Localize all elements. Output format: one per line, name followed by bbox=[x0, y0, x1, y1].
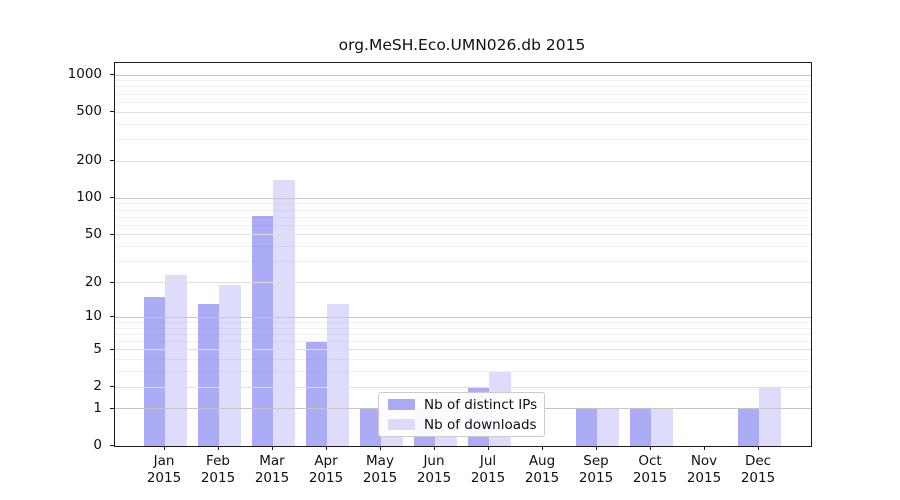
x-axis-tick bbox=[218, 446, 219, 450]
major-gridline bbox=[115, 282, 811, 283]
x-axis-tick-label: Jan 2015 bbox=[146, 453, 182, 486]
x-axis-tick bbox=[704, 446, 705, 450]
bar-distinct-ips bbox=[305, 341, 327, 446]
minor-gridline bbox=[115, 139, 811, 141]
x-axis-tick-label: Nov 2015 bbox=[686, 453, 722, 486]
x-axis-tick bbox=[596, 446, 597, 450]
minor-gridline bbox=[115, 246, 811, 248]
bar-distinct-ips bbox=[143, 297, 165, 446]
major-gridline bbox=[115, 386, 811, 388]
y-axis-tick bbox=[110, 160, 114, 162]
y-axis-tick bbox=[110, 316, 114, 318]
bar-distinct-ips bbox=[629, 408, 651, 446]
legend-swatch-distinct-ips bbox=[388, 399, 415, 410]
plot-area bbox=[114, 62, 812, 447]
y-axis-tick bbox=[110, 407, 114, 409]
x-axis-tick-label: Jul 2015 bbox=[470, 453, 506, 486]
bar-downloads bbox=[759, 387, 781, 446]
bar-downloads bbox=[273, 180, 295, 446]
bar-downloads bbox=[327, 304, 349, 446]
minor-gridline bbox=[115, 327, 811, 329]
y-axis-tick-label: 1 bbox=[93, 399, 102, 416]
y-axis-tick bbox=[110, 233, 114, 235]
bar-distinct-ips bbox=[197, 304, 219, 446]
bar-distinct-ips bbox=[737, 408, 759, 446]
x-axis-tick-label: Feb 2015 bbox=[200, 453, 236, 486]
minor-gridline bbox=[115, 203, 811, 205]
x-axis-tick-label: Dec 2015 bbox=[740, 453, 776, 486]
y-axis-tick bbox=[110, 74, 114, 75]
y-axis-tick bbox=[110, 348, 114, 350]
x-axis-tick-label: Jun 2015 bbox=[416, 453, 452, 486]
x-axis-tick bbox=[326, 446, 327, 450]
minor-gridline bbox=[115, 86, 811, 88]
x-axis-tick-label: Mar 2015 bbox=[254, 453, 290, 486]
y-axis-tick-label: 200 bbox=[76, 152, 102, 169]
major-gridline bbox=[115, 111, 811, 113]
y-axis-tick bbox=[110, 445, 114, 446]
decade-gridline bbox=[115, 74, 811, 76]
legend-label-distinct-ips: Nb of distinct IPs bbox=[424, 396, 538, 413]
bar-downloads bbox=[165, 275, 187, 446]
legend: Nb of distinct IPs Nb of downloads bbox=[378, 392, 545, 437]
x-axis-tick-label: May 2015 bbox=[362, 453, 398, 486]
minor-gridline bbox=[115, 123, 811, 125]
legend-swatch-downloads bbox=[388, 419, 415, 430]
y-axis-tick-label: 10 bbox=[84, 308, 102, 325]
y-axis-tick-label: 20 bbox=[84, 273, 102, 290]
y-axis-tick bbox=[110, 281, 114, 283]
minor-gridline bbox=[115, 321, 811, 323]
x-axis-tick bbox=[434, 446, 435, 450]
y-axis-tick-label: 50 bbox=[84, 225, 102, 242]
minor-gridline bbox=[115, 101, 811, 103]
minor-gridline bbox=[115, 80, 811, 82]
y-axis-tick bbox=[110, 111, 114, 113]
bar-distinct-ips bbox=[575, 408, 597, 446]
minor-gridline bbox=[115, 371, 811, 373]
minor-gridline bbox=[115, 224, 811, 226]
x-axis-tick-label: Aug 2015 bbox=[524, 453, 560, 486]
y-axis-tick-label: 1000 bbox=[67, 66, 102, 82]
legend-label-downloads: Nb of downloads bbox=[424, 416, 537, 433]
legend-entry-downloads: Nb of downloads bbox=[379, 416, 544, 433]
y-axis-tick bbox=[110, 197, 114, 199]
y-axis-tick-label: 0 bbox=[93, 437, 102, 453]
minor-gridline bbox=[115, 341, 811, 342]
major-gridline bbox=[115, 160, 811, 162]
x-axis-tick-label: Oct 2015 bbox=[632, 453, 668, 486]
chart-title: org.MeSH.Eco.UMN026.db 2015 bbox=[338, 36, 586, 54]
bar-distinct-ips bbox=[251, 215, 273, 446]
major-gridline bbox=[115, 349, 811, 351]
bar-distinct-ips bbox=[359, 408, 381, 446]
x-axis-tick bbox=[488, 446, 489, 450]
decade-gridline bbox=[115, 197, 811, 199]
minor-gridline bbox=[115, 209, 811, 211]
y-axis-tick bbox=[110, 386, 114, 387]
x-axis-tick-label: Sep 2015 bbox=[578, 453, 614, 486]
minor-gridline bbox=[115, 333, 811, 335]
x-axis-tick bbox=[164, 446, 165, 450]
legend-entry-distinct-ips: Nb of distinct IPs bbox=[379, 396, 544, 413]
minor-gridline bbox=[115, 216, 811, 218]
y-axis-tick-label: 100 bbox=[76, 189, 102, 206]
minor-gridline bbox=[115, 93, 811, 95]
bar-downloads bbox=[651, 408, 673, 446]
y-axis-tick-label: 2 bbox=[93, 378, 102, 394]
x-axis-tick bbox=[272, 446, 273, 450]
x-axis-tick bbox=[380, 446, 381, 450]
y-axis-tick-label: 5 bbox=[93, 340, 102, 357]
x-axis-tick bbox=[758, 446, 759, 450]
x-axis-tick-label: Apr 2015 bbox=[308, 453, 344, 486]
bar-downloads bbox=[219, 285, 241, 446]
minor-gridline bbox=[115, 261, 811, 263]
minor-gridline bbox=[115, 359, 811, 361]
y-axis-tick-label: 500 bbox=[76, 103, 102, 120]
x-axis-tick bbox=[650, 446, 651, 450]
decade-gridline bbox=[115, 316, 811, 318]
x-axis-tick bbox=[542, 446, 543, 450]
bar-downloads bbox=[597, 408, 619, 446]
major-gridline bbox=[115, 234, 811, 236]
